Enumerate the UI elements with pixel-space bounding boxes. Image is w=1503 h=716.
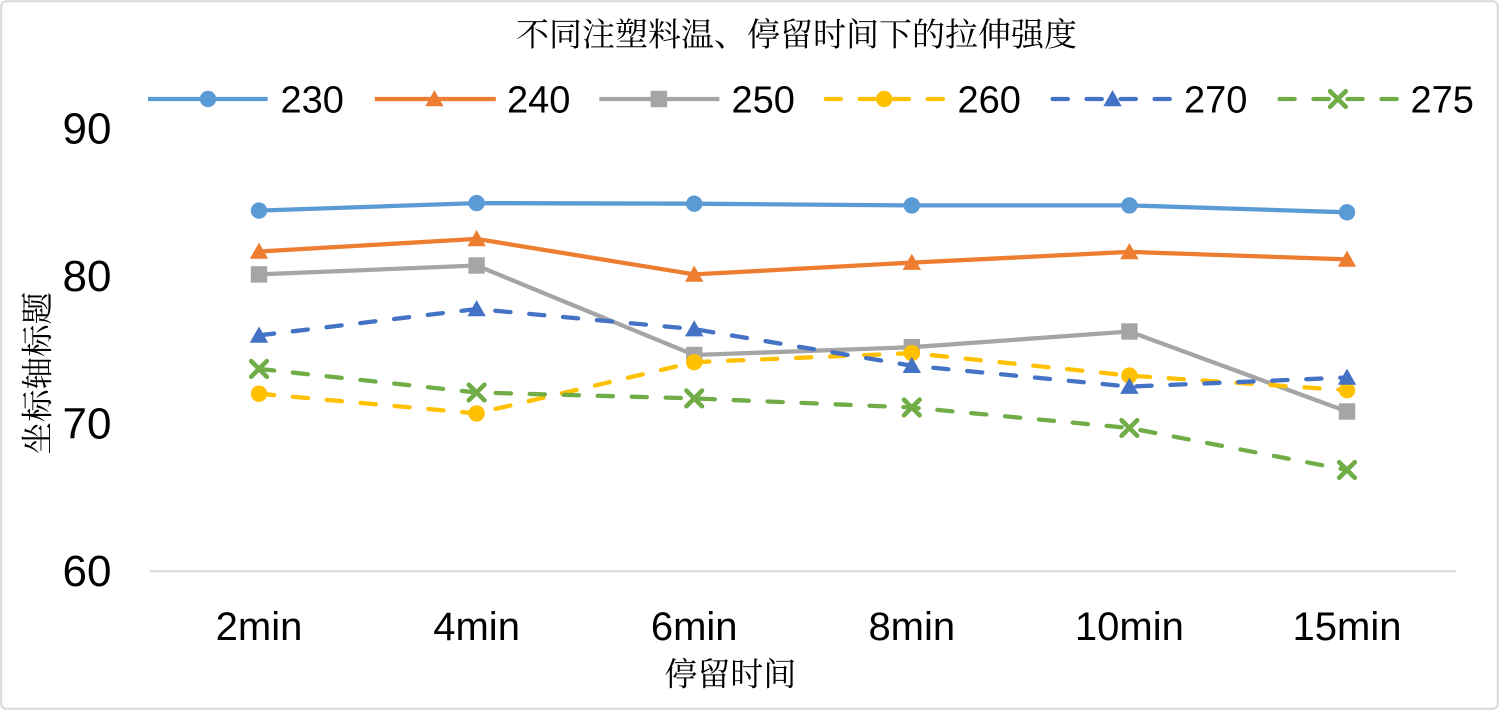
svg-text:275: 275	[1411, 79, 1474, 121]
svg-text:4min: 4min	[433, 605, 520, 649]
svg-text:90: 90	[63, 104, 112, 153]
svg-text:270: 270	[1184, 79, 1247, 121]
svg-text:8min: 8min	[868, 605, 955, 649]
svg-text:230: 230	[281, 79, 344, 121]
svg-text:70: 70	[63, 399, 112, 448]
svg-text:10min: 10min	[1075, 605, 1184, 649]
svg-text:80: 80	[63, 252, 112, 301]
svg-text:240: 240	[507, 79, 570, 121]
svg-text:60: 60	[63, 547, 112, 596]
svg-text:6min: 6min	[651, 605, 738, 649]
svg-text:260: 260	[958, 79, 1021, 121]
svg-text:250: 250	[732, 79, 795, 121]
svg-text:2min: 2min	[216, 605, 303, 649]
svg-text:15min: 15min	[1293, 605, 1402, 649]
